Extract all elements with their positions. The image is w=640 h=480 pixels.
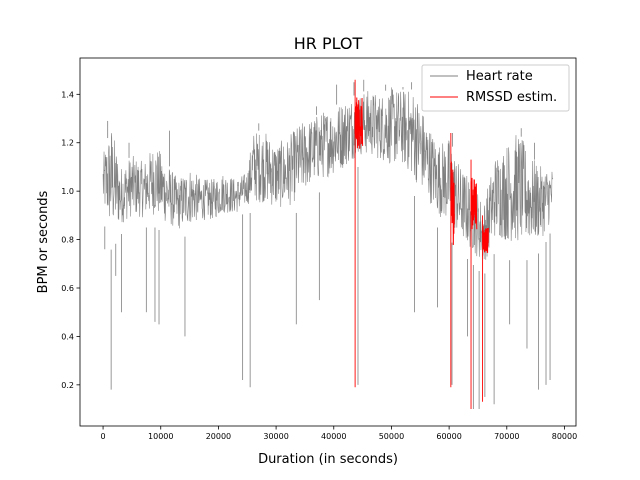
rmssd-segment — [354, 97, 364, 149]
x-tick-label: 50000 — [379, 432, 404, 441]
rmssd-segment — [482, 225, 489, 253]
chart-title: HR PLOT — [294, 34, 363, 53]
x-tick-label: 80000 — [552, 432, 577, 441]
legend-box — [421, 64, 570, 112]
axes: 0 10000 20000 30000 40000 50000 60000 70000 8000… — [61, 57, 577, 441]
x-tick-label: 40000 — [321, 432, 346, 441]
x-tick-label: 20000 — [206, 432, 231, 441]
rmssd-segment — [470, 177, 478, 230]
x-tick-label: 60000 — [436, 432, 461, 441]
y-tick-label: 0.4 — [61, 332, 74, 341]
y-tick-label: 1.4 — [61, 90, 74, 99]
y-tick-label: 0.6 — [61, 284, 74, 293]
x-tick-label: 70000 — [494, 432, 519, 441]
rmssd-segment — [450, 161, 455, 246]
x-tick-label: 30000 — [263, 432, 288, 441]
axes-frame — [79, 57, 577, 427]
x-axis-label: Duration (in seconds) — [258, 452, 398, 467]
y-tick-label: 0.2 — [61, 381, 74, 390]
x-tick-label: 0 — [101, 432, 106, 441]
x-tick-label: 10000 — [148, 432, 173, 441]
heart-rate-line — [102, 87, 554, 260]
y-tick-label: 1.0 — [61, 187, 74, 196]
y-tick-label: 0.8 — [61, 236, 74, 245]
legend-label-heart-rate: Heart rate — [466, 69, 533, 84]
legend: Heart rate RMSSD estim. — [421, 64, 570, 112]
legend-label-rmssd: RMSSD estim. — [466, 90, 557, 105]
plot-area — [102, 79, 554, 410]
y-tick-label: 1.2 — [61, 139, 74, 148]
y-axis-label: BPM or seconds — [36, 190, 51, 293]
